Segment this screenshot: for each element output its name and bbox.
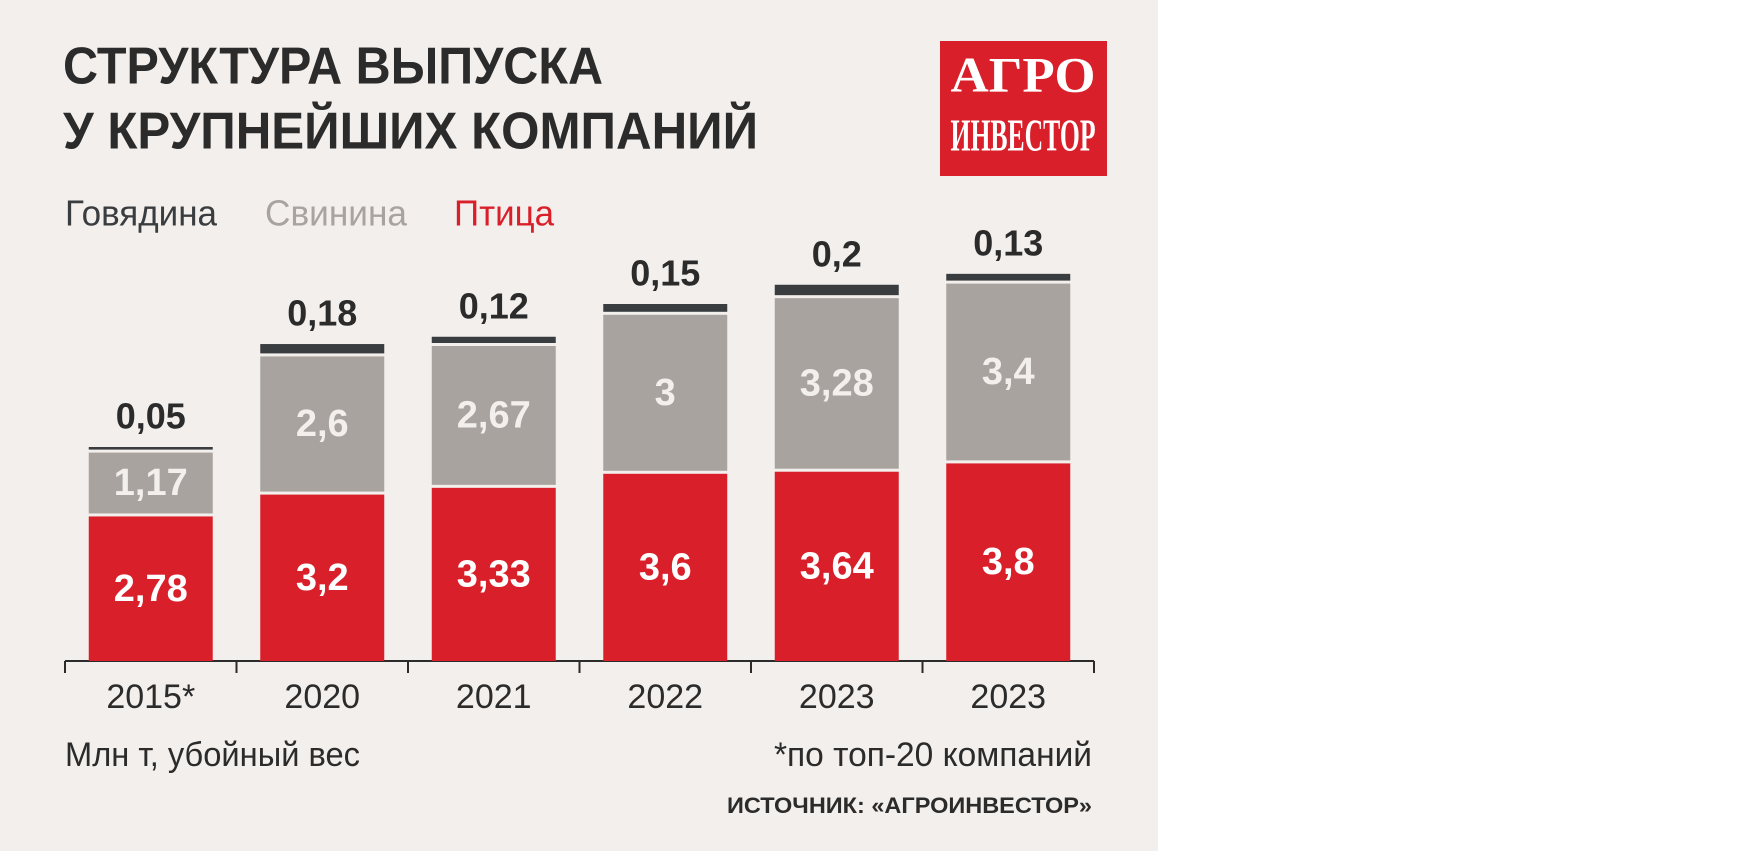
- footnote: *по топ-20 компаний: [774, 736, 1092, 774]
- data-label: 2,78: [114, 568, 188, 610]
- logo-text: ИНВЕСТОР: [951, 110, 1096, 161]
- bar-segment: [88, 516, 213, 661]
- data-label: 3,2: [296, 557, 349, 599]
- bar-segment: [603, 314, 728, 471]
- logo-text: АГРО: [951, 46, 1096, 102]
- data-label: 0,13: [973, 222, 1043, 263]
- bar-segment: [260, 494, 385, 661]
- bar-segment: [946, 283, 1071, 461]
- data-label: 3,6: [639, 546, 692, 588]
- data-label: 0,12: [459, 285, 529, 326]
- bar-segment: [603, 304, 728, 312]
- bar-segment: [431, 346, 556, 485]
- data-label: 3,64: [800, 545, 874, 587]
- data-label: 2,6: [296, 403, 349, 445]
- data-label: 3,8: [982, 541, 1035, 583]
- bar-segment: [774, 284, 899, 296]
- data-label: 0,18: [287, 293, 357, 334]
- legend-entry: Птица: [454, 193, 555, 234]
- bar-segment: [88, 447, 213, 450]
- legend-entry: Говядина: [65, 193, 218, 234]
- unit-note: Млн т, убойный вес: [65, 736, 360, 774]
- x-tick-label: 2022: [627, 678, 703, 716]
- chart-title: СТРУКТУРА ВЫПУСКА: [63, 38, 603, 96]
- data-label: 3,33: [457, 553, 531, 595]
- bar-segment: [431, 487, 556, 661]
- x-tick-label: 2015*: [106, 678, 195, 716]
- x-tick-label: 2023: [970, 678, 1046, 716]
- logo: [940, 41, 1107, 176]
- bar-segment: [88, 452, 213, 514]
- bar-segment: [603, 473, 728, 661]
- x-tick-label: 2023: [799, 678, 875, 716]
- chart-title: У КРУПНЕЙШИХ КОМПАНИЙ: [63, 102, 758, 161]
- bar-segment: [260, 344, 385, 354]
- x-tick-label: 2020: [284, 678, 360, 716]
- data-label: 3,4: [982, 351, 1035, 393]
- bar-segment: [260, 356, 385, 492]
- data-label: 2,67: [457, 394, 531, 436]
- bar-segment: [946, 273, 1071, 281]
- data-label: 0,15: [630, 253, 700, 294]
- bar-segment: [946, 463, 1071, 661]
- source: ИСТОЧНИК: «АГРОИНВЕСТОР»: [727, 793, 1092, 818]
- data-label: 3,28: [800, 362, 874, 404]
- bar-segment: [431, 336, 556, 343]
- data-label: 0,2: [812, 233, 862, 274]
- data-label: 3: [655, 372, 676, 414]
- bar-segment: [774, 298, 899, 469]
- x-tick-label: 2021: [456, 678, 532, 716]
- data-label: 0,05: [116, 396, 186, 437]
- bar-segment: [774, 471, 899, 661]
- legend-entry: Свинина: [265, 193, 408, 234]
- data-label: 1,17: [114, 462, 188, 504]
